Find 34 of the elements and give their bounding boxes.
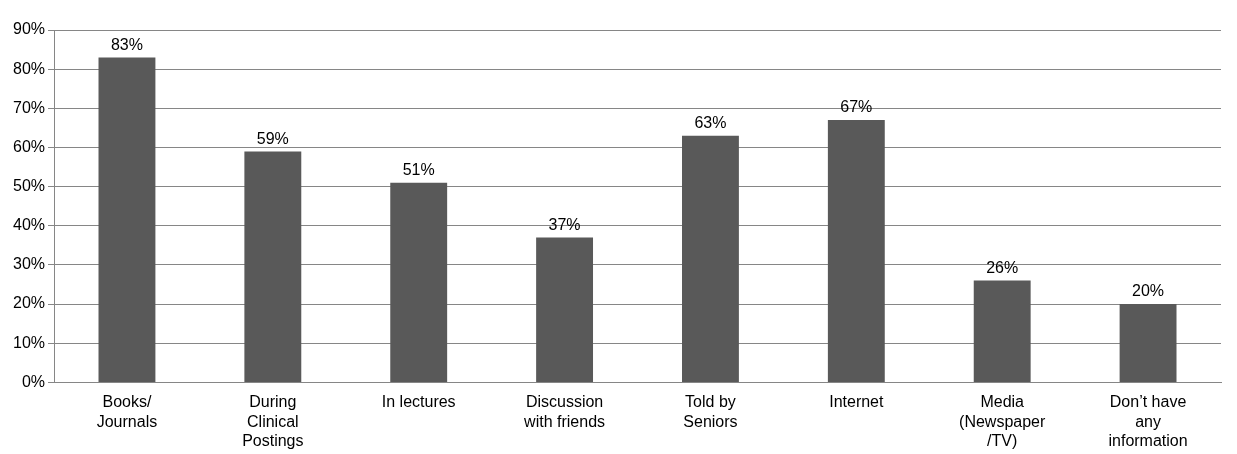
y-tick-label: 20% xyxy=(12,294,46,312)
data-label: 37% xyxy=(548,215,581,233)
data-label: 26% xyxy=(986,259,1019,276)
y-tick-label: 0% xyxy=(21,372,46,390)
y-tick-label: 60% xyxy=(12,137,46,155)
y-tick-label: 80% xyxy=(12,59,46,77)
bar xyxy=(682,135,739,382)
bar xyxy=(536,237,594,382)
data-label: 20% xyxy=(1132,282,1165,300)
bar xyxy=(390,182,448,382)
x-tick-label: Told by Seniors xyxy=(683,393,738,430)
y-tick-label: 70% xyxy=(12,98,46,116)
x-tick-label: Don’t have any information xyxy=(1108,393,1188,449)
y-tick-label: 40% xyxy=(12,216,46,234)
bar xyxy=(244,151,302,382)
x-tick-label: During Clinical Postings xyxy=(242,393,304,449)
x-tick-label: Books/ Journals xyxy=(96,393,158,430)
y-tick-label: 30% xyxy=(12,255,46,273)
y-tick-label: 90% xyxy=(12,20,46,38)
bar xyxy=(98,57,156,382)
bar xyxy=(973,280,1031,382)
x-tick-label: Discussion with friends xyxy=(523,393,606,430)
y-tick-label: 50% xyxy=(12,177,46,195)
y-tick-label: 10% xyxy=(12,333,46,351)
bar xyxy=(827,120,885,382)
data-label: 83% xyxy=(110,35,143,53)
data-label: 67% xyxy=(840,98,873,116)
data-label: 59% xyxy=(256,129,289,147)
data-label: 51% xyxy=(402,161,435,179)
x-tick-label: In lectures xyxy=(381,393,456,411)
x-tick-label: Media (Newspaper /TV) xyxy=(959,393,1046,449)
x-tick-label: Internet xyxy=(829,393,884,411)
bar xyxy=(1119,304,1177,382)
data-label: 63% xyxy=(694,114,727,132)
